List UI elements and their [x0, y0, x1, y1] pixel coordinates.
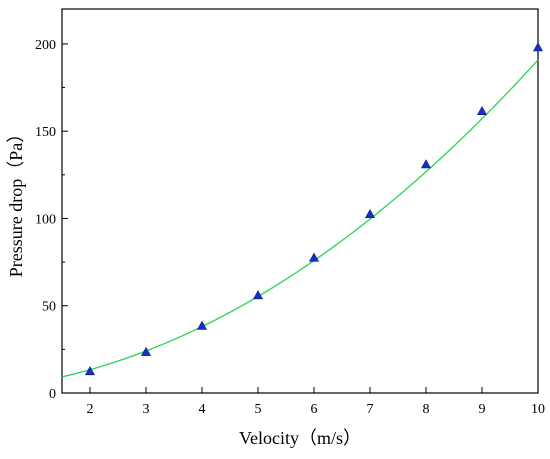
y-axis-ticks: [62, 43, 68, 394]
x-tick-label: 6: [311, 402, 318, 417]
y-axis-tick-labels: 0 50 100 150 200: [35, 38, 56, 402]
x-tick-label: 4: [199, 402, 206, 417]
data-point: [364, 208, 376, 218]
y-tick-label: 50: [42, 300, 56, 315]
x-tick-label: 8: [423, 402, 430, 417]
y-tick-label: 200: [35, 38, 56, 53]
plot-frame: [61, 8, 539, 394]
data-point: [308, 252, 320, 262]
data-point: [196, 320, 208, 330]
x-axis-tick-labels: 2 3 4 5 6 7 8 9 10: [87, 402, 546, 417]
data-point: [140, 346, 152, 356]
x-tick-label: 5: [255, 402, 262, 417]
data-point: [476, 105, 488, 116]
fit-curve-layer: [61, 59, 539, 378]
y-tick-label: 100: [35, 212, 56, 227]
x-tick-label: 2: [87, 402, 94, 417]
y-tick-label: 0: [49, 387, 56, 402]
x-tick-label: 9: [479, 402, 486, 417]
x-tick-label: 3: [143, 402, 150, 417]
x-axis-ticks: [89, 387, 539, 393]
x-tick-label: 10: [531, 402, 545, 417]
data-point: [420, 159, 432, 169]
x-axis-title: Velocity（m/s）: [239, 428, 361, 448]
data-point: [84, 366, 96, 376]
x-tick-label: 7: [367, 402, 374, 417]
y-axis-title: Pressure drop（Pa）: [6, 125, 26, 277]
data-point: [252, 290, 264, 300]
data-point: [532, 42, 544, 52]
fit-curve: [61, 59, 539, 378]
y-tick-label: 150: [35, 125, 56, 140]
data-points-layer: [84, 42, 544, 376]
